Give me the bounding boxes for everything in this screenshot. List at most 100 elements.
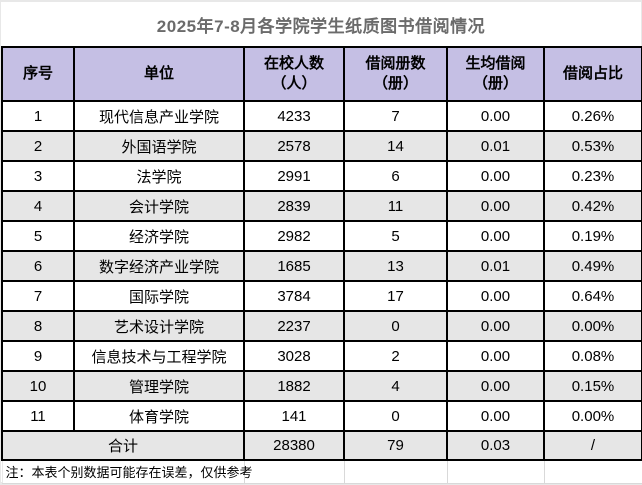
table-note: 注：本表个别数据可能存在误差，仅供参考	[1, 459, 253, 484]
cell-unit: 现代信息产业学院	[73, 100, 245, 132]
total-borrowed: 79	[343, 430, 448, 461]
cell-unit: 外国语学院	[73, 130, 245, 162]
total-students: 28380	[243, 430, 345, 461]
table-body: 1 现代信息产业学院 4233 7 0.00 0.26% 2 外国语学院 257…	[1, 100, 642, 432]
cell-borrowed: 7	[343, 100, 448, 132]
header-borrowed-sub: （册）	[372, 75, 418, 92]
table-row: 4 会计学院 2839 11 0.00 0.42%	[1, 190, 642, 222]
cell-no: 4	[1, 190, 75, 222]
cell-per-student: 0.01	[446, 250, 545, 282]
table-row: 3 法学院 2991 6 0.00 0.23%	[1, 160, 642, 192]
cell-no: 5	[1, 220, 75, 252]
header-students-sub: （人）	[271, 75, 317, 92]
table-row: 2 外国语学院 2578 14 0.01 0.53%	[1, 130, 642, 162]
cell-per-student: 0.00	[446, 310, 545, 342]
cell-borrowed: 0	[343, 400, 448, 432]
cell-unit: 体育学院	[73, 400, 245, 432]
cell-ratio: 0.49%	[543, 250, 642, 282]
cell-borrowed: 13	[343, 250, 448, 282]
borrowing-table: 序号 单位 在校人数 （人） 借阅册数 （册）	[1, 46, 642, 484]
header-per-student-sub: （册）	[472, 75, 518, 92]
cell-students: 2578	[243, 130, 345, 162]
total-row: 合计 28380 79 0.03 /	[1, 430, 642, 461]
cell-no: 1	[1, 100, 75, 132]
cell-per-student: 0.00	[446, 370, 545, 402]
cell-unit: 经济学院	[73, 220, 245, 252]
title-bar: 2025年7-8月各学院学生纸质图书借阅情况	[1, 2, 641, 46]
cell-borrowed: 11	[343, 190, 448, 222]
note-row: 注：本表个别数据可能存在误差，仅供参考	[1, 459, 642, 484]
cell-no: 8	[1, 310, 75, 342]
table-row: 9 信息技术与工程学院 3028 2 0.00 0.08%	[1, 340, 642, 372]
cell-per-student: 0.00	[446, 220, 545, 252]
cell-ratio: 0.42%	[543, 190, 642, 222]
cell-ratio: 0.53%	[543, 130, 642, 162]
note-empty-cell	[543, 459, 642, 484]
cell-ratio: 0.00%	[543, 400, 642, 432]
cell-students: 2839	[243, 190, 345, 222]
cell-students: 3784	[243, 280, 345, 312]
cell-ratio: 0.26%	[543, 100, 642, 132]
cell-students: 3028	[243, 340, 345, 372]
cell-students: 2237	[243, 310, 345, 342]
cell-students: 1882	[243, 370, 345, 402]
cell-no: 11	[1, 400, 75, 432]
cell-borrowed: 17	[343, 280, 448, 312]
cell-borrowed: 6	[343, 160, 448, 192]
cell-ratio: 0.19%	[543, 220, 642, 252]
cell-per-student: 0.00	[446, 100, 545, 132]
header-unit: 单位	[73, 46, 245, 102]
cell-unit: 管理学院	[73, 370, 245, 402]
cell-per-student: 0.00	[446, 340, 545, 372]
cell-ratio: 0.23%	[543, 160, 642, 192]
header-ratio-label: 借阅占比	[562, 64, 623, 82]
cell-per-student: 0.00	[446, 160, 545, 192]
note-empty-cell	[343, 459, 448, 484]
cell-borrowed: 2	[343, 340, 448, 372]
cell-ratio: 0.15%	[543, 370, 642, 402]
table-footer: 合计 28380 79 0.03 / 注：本表个别数据可能存在误差，仅供参考	[1, 430, 642, 484]
header-unit-label: 单位	[143, 64, 174, 82]
cell-students: 141	[243, 400, 345, 432]
table-header: 序号 单位 在校人数 （人） 借阅册数 （册）	[1, 46, 642, 102]
cell-unit: 数字经济产业学院	[73, 250, 245, 282]
cell-no: 9	[1, 340, 75, 372]
cell-unit: 艺术设计学院	[73, 310, 245, 342]
table-row: 5 经济学院 2982 5 0.00 0.19%	[1, 220, 642, 252]
cell-students: 1685	[243, 250, 345, 282]
note-empty-cell	[243, 459, 345, 484]
cell-borrowed: 14	[343, 130, 448, 162]
table-row: 11 体育学院 141 0 0.00 0.00%	[1, 400, 642, 432]
cell-students: 4233	[243, 100, 345, 132]
table-row: 10 管理学院 1882 4 0.00 0.15%	[1, 370, 642, 402]
header-borrowed-label: 借阅册数	[365, 54, 426, 72]
cell-no: 10	[1, 370, 75, 402]
cell-per-student: 0.01	[446, 130, 545, 162]
cell-per-student: 0.00	[446, 280, 545, 312]
total-label: 合计	[1, 430, 245, 461]
cell-students: 2991	[243, 160, 345, 192]
cell-no: 7	[1, 280, 75, 312]
cell-borrowed: 0	[343, 310, 448, 342]
header-no: 序号	[1, 46, 75, 102]
note-empty-cell	[446, 459, 545, 484]
cell-borrowed: 4	[343, 370, 448, 402]
total-ratio: /	[543, 430, 642, 461]
header-per-student: 生均借阅 （册）	[446, 46, 545, 102]
cell-unit: 信息技术与工程学院	[73, 340, 245, 372]
cell-no: 2	[1, 130, 75, 162]
table-row: 6 数字经济产业学院 1685 13 0.01 0.49%	[1, 250, 642, 282]
header-per-student-label: 生均借阅	[465, 54, 526, 72]
header-ratio: 借阅占比	[543, 46, 642, 102]
header-borrowed: 借阅册数 （册）	[343, 46, 448, 102]
cell-unit: 法学院	[73, 160, 245, 192]
header-no-label: 序号	[22, 64, 53, 82]
header-students-label: 在校人数	[263, 54, 324, 72]
table-row: 7 国际学院 3784 17 0.00 0.64%	[1, 280, 642, 312]
header-students: 在校人数 （人）	[243, 46, 345, 102]
cell-no: 6	[1, 250, 75, 282]
cell-ratio: 0.64%	[543, 280, 642, 312]
cell-borrowed: 5	[343, 220, 448, 252]
